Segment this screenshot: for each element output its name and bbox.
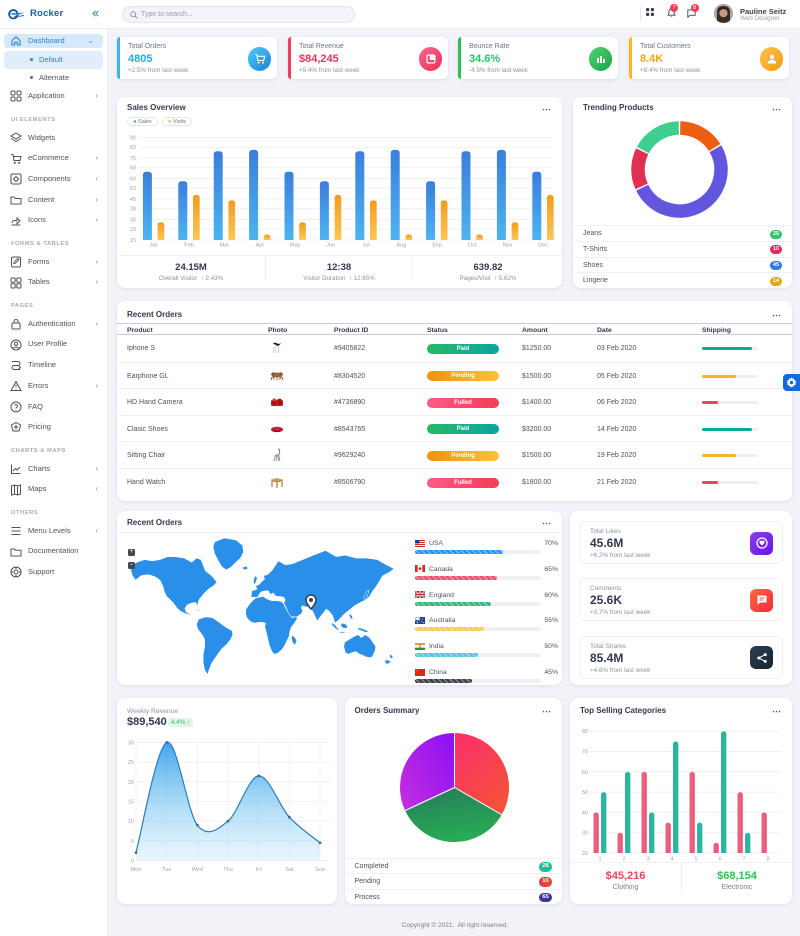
svg-text:53: 53 bbox=[130, 186, 136, 192]
svg-text:70: 70 bbox=[582, 750, 588, 756]
svg-text:75: 75 bbox=[130, 156, 136, 162]
svg-text:40: 40 bbox=[582, 810, 588, 816]
svg-text:8: 8 bbox=[766, 857, 769, 863]
svg-text:1: 1 bbox=[598, 857, 601, 863]
svg-text:15: 15 bbox=[130, 238, 136, 244]
svg-text:2: 2 bbox=[622, 857, 625, 863]
svg-text:Feb: Feb bbox=[184, 243, 193, 249]
svg-text:20: 20 bbox=[128, 780, 134, 786]
svg-text:7: 7 bbox=[742, 857, 745, 863]
svg-text:25: 25 bbox=[128, 760, 134, 766]
svg-text:Nov: Nov bbox=[503, 243, 513, 249]
svg-text:30: 30 bbox=[130, 218, 136, 224]
svg-text:5: 5 bbox=[694, 857, 697, 863]
svg-text:Wed: Wed bbox=[192, 867, 203, 873]
svg-text:38: 38 bbox=[130, 207, 136, 213]
svg-text:83: 83 bbox=[130, 145, 136, 151]
svg-text:0: 0 bbox=[131, 859, 134, 865]
svg-text:6: 6 bbox=[718, 857, 721, 863]
svg-text:5: 5 bbox=[131, 839, 134, 845]
svg-text:50: 50 bbox=[582, 790, 588, 796]
svg-text:Oct: Oct bbox=[468, 243, 477, 249]
svg-text:Sat: Sat bbox=[285, 867, 294, 873]
svg-text:Mar: Mar bbox=[220, 243, 230, 249]
svg-text:10: 10 bbox=[128, 819, 134, 825]
svg-text:4: 4 bbox=[670, 857, 673, 863]
svg-text:Thu: Thu bbox=[223, 867, 232, 873]
svg-text:15: 15 bbox=[128, 799, 134, 805]
svg-text:Sun: Sun bbox=[315, 867, 325, 873]
svg-text:20: 20 bbox=[582, 851, 588, 857]
svg-text:90: 90 bbox=[130, 136, 136, 142]
svg-text:May: May bbox=[290, 243, 301, 249]
svg-text:3: 3 bbox=[646, 857, 649, 863]
svg-text:Jun: Jun bbox=[326, 243, 335, 249]
svg-text:Jan: Jan bbox=[149, 243, 158, 249]
svg-text:30: 30 bbox=[128, 740, 134, 746]
svg-text:80: 80 bbox=[582, 729, 588, 735]
svg-text:Tue: Tue bbox=[162, 867, 171, 873]
svg-text:Mon: Mon bbox=[131, 867, 142, 873]
svg-text:Sep: Sep bbox=[432, 243, 442, 249]
svg-text:68: 68 bbox=[130, 166, 136, 172]
svg-text:45: 45 bbox=[130, 197, 136, 203]
svg-text:60: 60 bbox=[130, 177, 136, 183]
svg-text:Jul: Jul bbox=[362, 243, 369, 249]
svg-text:Apr: Apr bbox=[256, 243, 265, 249]
svg-text:30: 30 bbox=[582, 831, 588, 837]
svg-text:Dec: Dec bbox=[538, 243, 548, 249]
svg-text:23: 23 bbox=[130, 227, 136, 233]
svg-text:60: 60 bbox=[582, 770, 588, 776]
svg-text:Fri: Fri bbox=[255, 867, 261, 873]
svg-text:Aug: Aug bbox=[397, 243, 407, 249]
